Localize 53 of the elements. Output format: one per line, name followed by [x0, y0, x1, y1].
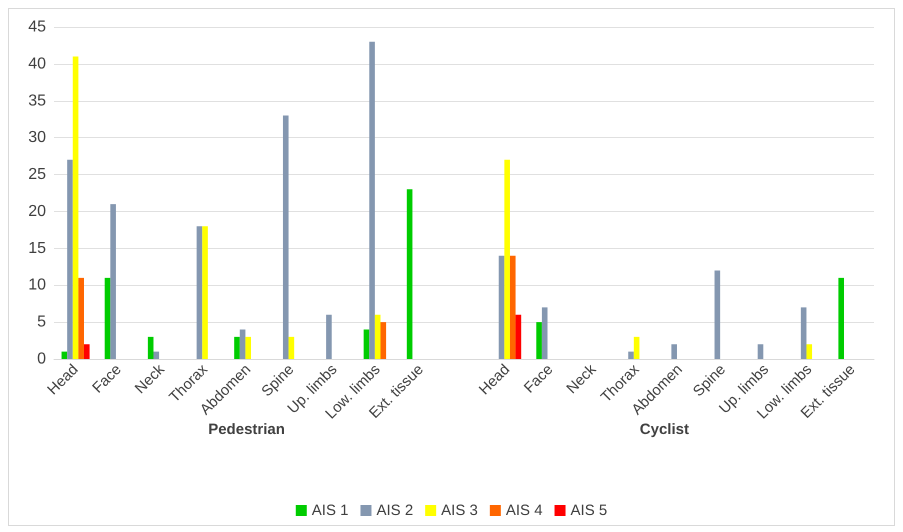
bar	[104, 278, 110, 359]
bar	[838, 278, 844, 359]
y-tick-label: 35	[28, 92, 46, 110]
y-tick-label: 10	[28, 276, 46, 294]
bar	[542, 307, 548, 359]
bar	[806, 344, 812, 359]
bar	[282, 116, 289, 359]
legend-label: AIS 3	[441, 502, 478, 519]
bar	[800, 307, 806, 359]
bar	[510, 256, 516, 359]
bar	[240, 329, 246, 359]
y-tick-label: 0	[37, 350, 46, 368]
y-tick-label: 40	[28, 55, 46, 72]
bar	[62, 352, 68, 359]
bar	[634, 336, 640, 359]
legend-label: AIS 4	[506, 502, 543, 519]
bar	[202, 226, 208, 359]
bar	[369, 42, 375, 359]
y-tick-label: 15	[28, 240, 46, 257]
y-tick-label: 45	[28, 18, 46, 36]
bar	[671, 344, 677, 359]
legend-label: AIS 2	[376, 502, 414, 519]
bar	[148, 336, 154, 359]
bar	[110, 204, 116, 359]
y-tick-label: 20	[28, 202, 46, 220]
bar	[245, 336, 252, 359]
legend-label: AIS 1	[312, 502, 348, 519]
bar	[78, 278, 84, 359]
bar	[516, 314, 522, 359]
bar	[714, 270, 720, 359]
legend-label: AIS 5	[570, 502, 608, 519]
bar	[326, 314, 332, 359]
bar	[196, 226, 202, 359]
y-tick-label: 5	[37, 314, 46, 331]
bar	[374, 314, 380, 359]
bar	[84, 344, 90, 359]
bar	[406, 189, 412, 359]
y-tick-label: 25	[28, 166, 46, 184]
bar	[72, 56, 78, 359]
text: Pedestrian	[208, 421, 285, 438]
bar	[288, 336, 294, 359]
bar	[364, 329, 370, 359]
bar	[67, 160, 73, 359]
bar	[536, 322, 542, 359]
bar	[758, 344, 764, 359]
bar	[498, 256, 504, 359]
bar	[504, 160, 510, 359]
bar	[628, 352, 634, 359]
y-tick-label: 30	[28, 129, 46, 146]
bar	[234, 336, 240, 359]
text: Cyclist	[640, 421, 689, 438]
bar	[380, 322, 386, 359]
bar	[153, 352, 160, 359]
